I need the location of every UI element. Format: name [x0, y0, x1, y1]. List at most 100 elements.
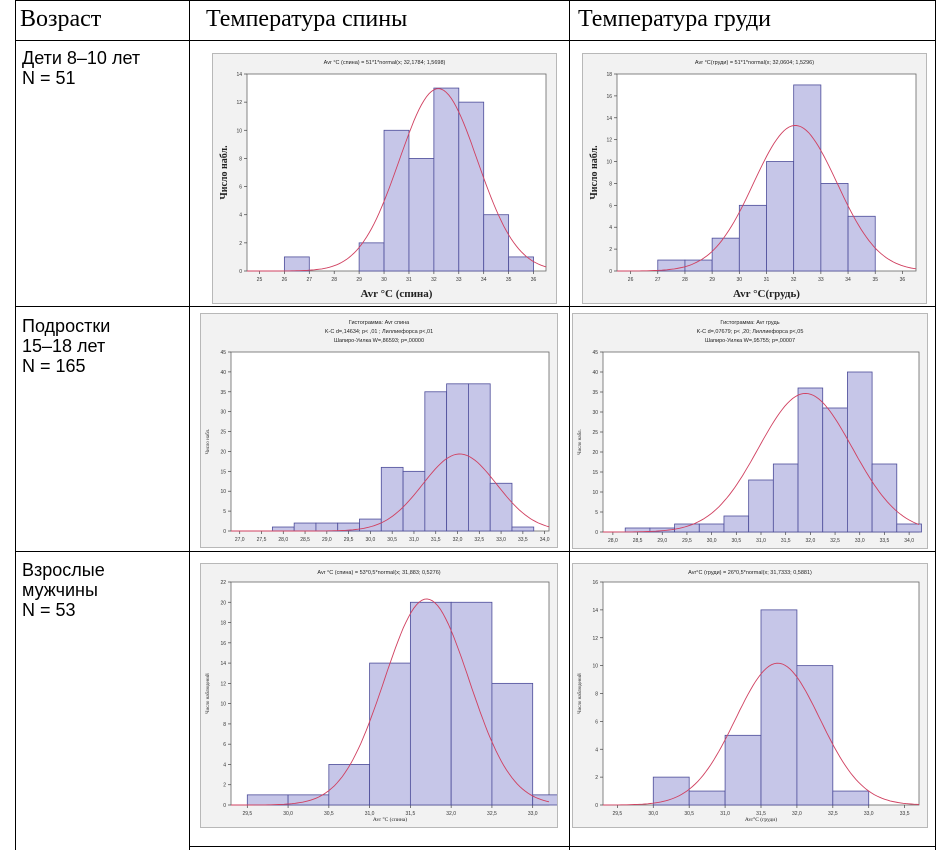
y-tick-label: 12	[592, 636, 598, 642]
histogram-bar	[489, 482, 513, 532]
x-tick-label: 28,0	[278, 537, 288, 543]
x-tick-label: 29,5	[612, 811, 622, 817]
x-tick-label: 30,0	[366, 537, 376, 543]
x-tick-label: 32,0	[453, 537, 463, 543]
y-tick-label: 20	[592, 450, 598, 456]
x-tick-label: 29	[356, 277, 362, 283]
x-axis-label: Avr °C (спина)	[373, 816, 407, 823]
y-tick-label: 20	[220, 449, 226, 455]
histogram-bar	[847, 215, 876, 272]
x-tick-label: 33,0	[528, 811, 538, 817]
histogram-bar	[511, 526, 535, 532]
y-tick-label: 8	[595, 692, 598, 698]
x-tick-label: 34,0	[540, 537, 550, 543]
y-axis-label: Число набл.	[578, 429, 583, 454]
normal-fit-curve	[231, 453, 550, 532]
chart-title: Гистограмма: Avr грудь	[720, 320, 779, 326]
y-tick-label: 10	[606, 160, 612, 166]
x-tick-label: 32,5	[830, 538, 840, 544]
histogram-bar	[766, 161, 795, 272]
x-tick-label: 29	[709, 277, 715, 283]
histogram-bar	[832, 790, 870, 806]
y-tick-label: 12	[606, 138, 612, 144]
y-tick-label: 15	[220, 469, 226, 475]
histogram-svg: Avr °C (спина) = 53*0,5*normal(x; 31,883…	[206, 570, 557, 823]
y-tick-label: 6	[223, 742, 226, 748]
histogram-bar	[772, 463, 799, 533]
x-tick-label: 26	[282, 277, 288, 283]
y-tick-label: 10	[236, 128, 242, 134]
y-tick-label: 5	[223, 509, 226, 515]
histogram-bar	[450, 601, 493, 806]
histogram-bar	[796, 665, 834, 806]
chart-title: Avr °C (спина) = 53*0,5*normal(x; 31,883…	[317, 570, 440, 576]
x-tick-label: 29,0	[322, 537, 332, 543]
histogram-teens-back: Гистограмма: Avr спина K-C d=,14634; p< ,…	[200, 313, 558, 548]
x-tick-label: 31,5	[756, 811, 766, 817]
y-tick-label: 6	[609, 203, 612, 209]
x-tick-label: 32,0	[792, 811, 802, 817]
x-tick-label: 36	[900, 277, 906, 283]
normal-fit-curve	[231, 598, 550, 806]
x-tick-label: 34,0	[904, 538, 914, 544]
x-tick-label: 31,0	[756, 538, 766, 544]
x-tick-label: 30,0	[648, 811, 658, 817]
histogram-bar	[896, 523, 922, 533]
x-tick-label: 27	[655, 277, 661, 283]
y-tick-label: 14	[592, 608, 598, 614]
x-tick-label: 32,5	[474, 537, 484, 543]
x-tick-label: 32	[791, 277, 797, 283]
y-tick-label: 20	[220, 600, 226, 606]
x-tick-label: 29,0	[657, 538, 667, 544]
x-tick-label: 33,5	[880, 538, 890, 544]
y-tick-label: 30	[592, 410, 598, 416]
y-tick-label: 12	[220, 681, 226, 687]
y-tick-label: 10	[592, 664, 598, 670]
x-tick-label: 31,5	[431, 537, 441, 543]
table-border-row2	[15, 551, 936, 552]
histogram-bar	[797, 387, 824, 533]
histogram-svg: Avr °C (спина) = 51*1*normal(x; 32,1784;…	[219, 60, 547, 300]
y-axis-label: Число наблюдений	[206, 673, 211, 714]
histogram-bar	[383, 129, 410, 272]
x-tick-label: 30,5	[387, 537, 397, 543]
y-tick-label: 4	[223, 762, 226, 768]
table-border-col2	[569, 0, 570, 850]
y-tick-label: 2	[239, 241, 242, 247]
y-tick-label: 6	[239, 185, 242, 191]
histogram-bar	[508, 256, 534, 272]
histogram-bar	[359, 518, 382, 532]
y-tick-label: 8	[239, 156, 242, 162]
histogram-bar	[358, 242, 385, 272]
x-tick-label: 33,0	[864, 811, 874, 817]
x-tick-label: 30	[737, 277, 743, 283]
histogram-children-back: Avr °C (спина) = 51*1*normal(x; 32,1784;…	[212, 53, 557, 304]
histogram-bar	[688, 790, 726, 806]
age-cell-adults: Взрослые мужчины N = 53	[22, 560, 105, 620]
histogram-bar	[446, 383, 469, 532]
histogram-bar	[793, 84, 822, 272]
y-tick-label: 5	[595, 510, 598, 516]
histogram-bar	[748, 479, 774, 533]
x-tick-label: 35	[506, 277, 512, 283]
histogram-bar	[674, 523, 700, 533]
histogram-bar	[409, 601, 452, 806]
x-axis-label: Avr°C (груди)	[745, 816, 777, 823]
x-tick-label: 33,5	[900, 811, 910, 817]
y-tick-label: 0	[239, 269, 242, 275]
x-tick-label: 31,5	[781, 538, 791, 544]
y-tick-label: 25	[592, 430, 598, 436]
y-tick-label: 16	[220, 641, 226, 647]
y-tick-label: 40	[592, 370, 598, 376]
x-tick-label: 27,5	[257, 537, 267, 543]
y-tick-label: 10	[220, 489, 226, 495]
y-tick-label: 4	[239, 213, 242, 219]
chart-subtitle: K-C d=,14634; p< ,01 ; Лиллиефорса p<,01	[325, 329, 433, 335]
y-tick-label: 4	[595, 747, 598, 753]
x-tick-label: 31,5	[406, 811, 416, 817]
x-tick-label: 32,0	[806, 538, 816, 544]
chart-subtitle: Шапиро-Уилка W=,86593; p=,00000	[334, 338, 424, 344]
x-axis-label: Avr °C (спина)	[361, 288, 433, 300]
y-tick-label: 22	[220, 580, 226, 586]
y-tick-label: 6	[595, 719, 598, 725]
